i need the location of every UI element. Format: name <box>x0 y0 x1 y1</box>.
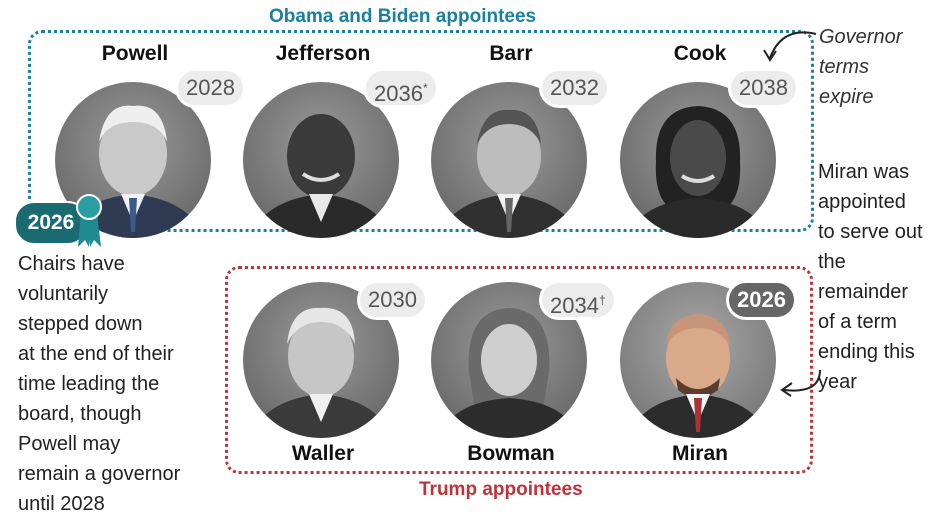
arrow-to-miran-photo <box>780 369 821 397</box>
obama-biden-group-title: Obama and Biden appointees <box>269 6 537 27</box>
governor-card-miran: 2026 Miran <box>620 280 797 470</box>
governor-card-jefferson: Jefferson 2036* <box>243 38 439 238</box>
term-badge: 2032 <box>539 68 610 108</box>
governor-card-waller: 2030 Waller <box>243 280 428 470</box>
governor-name: Jefferson <box>275 42 371 65</box>
term-badge: 2038 <box>728 68 799 108</box>
governor-name: Barr <box>489 42 533 65</box>
miran-note: Miran was appointed to serve out the rem… <box>818 161 923 393</box>
governor-name: Miran <box>671 442 728 465</box>
governor-name: Powell <box>101 42 169 65</box>
arrow-to-cook-badge <box>763 31 817 62</box>
governor-name: Bowman <box>467 442 555 465</box>
chair-year-badge: 2026 <box>14 201 88 245</box>
term-badge: 2028 <box>175 68 246 108</box>
governor-name: Cook <box>673 42 727 65</box>
ribbon-icon <box>76 194 102 247</box>
obama-biden-group-box <box>28 30 814 232</box>
governor-photo <box>431 82 587 238</box>
governor-name: Waller <box>291 442 355 465</box>
trump-group-title: Trump appointees <box>419 479 583 500</box>
term-badge: 2034† <box>539 280 617 320</box>
governor-photo <box>620 82 776 238</box>
chairs-note: Chairs have voluntarily stepped down at … <box>18 253 181 515</box>
governor-card-bowman: 2034† Bowman <box>431 280 617 470</box>
trump-group-box <box>225 266 813 474</box>
term-badge: 2036* <box>363 68 439 108</box>
governor-card-cook: Cook 2038 <box>620 38 799 238</box>
governor-terms-note: Governor terms expire <box>819 26 903 108</box>
governor-card-barr: Barr 2032 <box>431 38 610 238</box>
term-badge: 2030 <box>357 280 428 320</box>
term-badge-highlighted: 2026 <box>726 280 797 320</box>
governor-photo <box>243 82 399 238</box>
